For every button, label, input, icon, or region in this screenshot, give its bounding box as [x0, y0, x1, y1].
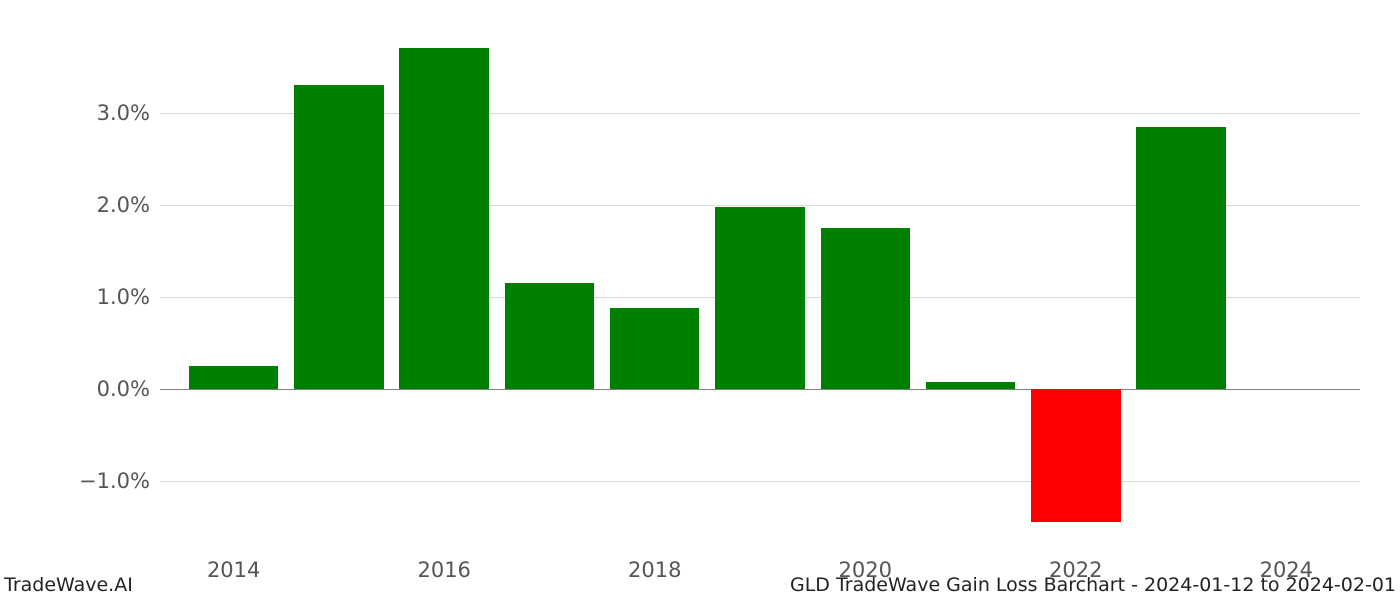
ytick-label: −1.0%: [70, 469, 150, 493]
xtick-label: 2020: [839, 558, 892, 582]
footer-left-label: TradeWave.AI: [4, 574, 133, 596]
xtick-label: 2024: [1260, 558, 1313, 582]
plot-area: [160, 30, 1360, 550]
ytick-label: 2.0%: [70, 193, 150, 217]
ytick-label: 3.0%: [70, 101, 150, 125]
bar: [189, 366, 278, 389]
bar: [1031, 389, 1120, 522]
xtick-label: 2014: [207, 558, 260, 582]
bar: [294, 85, 383, 389]
ytick-label: 1.0%: [70, 285, 150, 309]
zero-line: [160, 389, 1360, 390]
bar: [926, 382, 1015, 388]
gridline: [160, 481, 1360, 482]
bar: [715, 207, 804, 389]
bar: [505, 283, 594, 389]
xtick-label: 2016: [417, 558, 470, 582]
xtick-label: 2018: [628, 558, 681, 582]
bar: [610, 308, 699, 389]
bar: [1136, 127, 1225, 389]
xtick-label: 2022: [1049, 558, 1102, 582]
ytick-label: 0.0%: [70, 377, 150, 401]
bar: [399, 48, 488, 389]
bar: [821, 228, 910, 389]
